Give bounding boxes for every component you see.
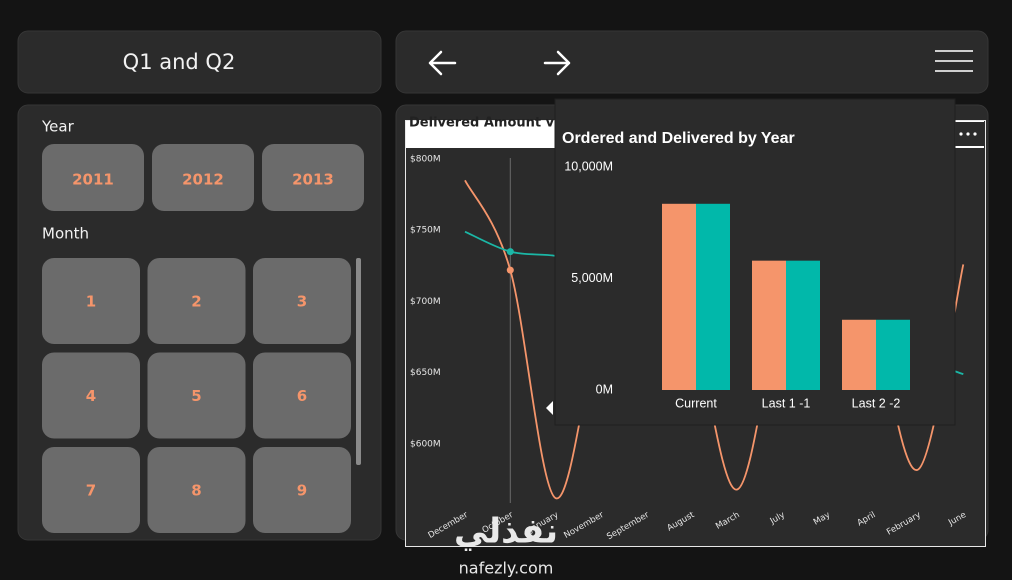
month-button-bg xyxy=(42,352,140,439)
month-button-bg xyxy=(253,447,351,533)
month-button[interactable]: 8 xyxy=(147,447,246,533)
month-button-label: 5 xyxy=(191,387,201,405)
month-button-bg xyxy=(42,258,140,344)
bar xyxy=(876,319,910,390)
tooltip-pointer xyxy=(546,401,553,415)
month-button-label: 7 xyxy=(86,482,96,500)
menu-button[interactable] xyxy=(935,50,973,72)
bar-chart-title: Ordered and Delivered by Year xyxy=(562,130,795,147)
year-label: Year xyxy=(41,118,75,136)
month-button[interactable]: 1 xyxy=(42,258,140,344)
y-tick-label: $650M xyxy=(410,368,441,378)
month-button-label: 4 xyxy=(86,387,96,405)
year-button[interactable]: 2011 xyxy=(42,144,144,211)
x-tick-label: Last 1 -1 xyxy=(762,396,811,410)
y-tick-label: 10,000M xyxy=(564,159,613,173)
line-chart-title: Delivered Amount vs xyxy=(409,116,562,131)
month-button-label: 9 xyxy=(297,482,307,500)
bar xyxy=(752,260,786,390)
page-title: Q1 and Q2 xyxy=(123,50,236,74)
year-button-bg xyxy=(152,144,254,211)
month-button[interactable]: 7 xyxy=(42,447,140,533)
month-button-label: 1 xyxy=(86,293,96,311)
y-tick-label: $750M xyxy=(410,226,441,236)
bar xyxy=(662,203,696,390)
month-button[interactable]: 6 xyxy=(253,352,351,439)
year-button-bg xyxy=(42,144,144,211)
month-button-bg xyxy=(147,352,246,439)
year-button[interactable]: 2013 xyxy=(262,144,364,211)
month-button-label: 2 xyxy=(191,293,201,311)
watermark-url: nafezly.com xyxy=(459,559,554,578)
month-button-label: 8 xyxy=(191,482,201,500)
back-button[interactable] xyxy=(428,50,457,76)
x-tick-label: Current xyxy=(675,396,717,410)
scrollbar[interactable] xyxy=(356,258,361,465)
watermark-brand: نفذلي xyxy=(454,512,558,552)
bar xyxy=(842,319,876,390)
month-button-label: 6 xyxy=(297,387,307,405)
bar xyxy=(696,203,730,390)
month-button[interactable]: 3 xyxy=(253,258,351,344)
month-button-label: 3 xyxy=(297,293,307,311)
nav-panel xyxy=(395,30,989,94)
y-tick-label: 5,000M xyxy=(571,271,613,285)
month-button[interactable]: 5 xyxy=(147,352,246,439)
y-tick-label: $600M xyxy=(410,439,441,449)
bar xyxy=(786,260,820,390)
month-button-bg xyxy=(147,258,246,344)
forward-button[interactable] xyxy=(543,50,571,76)
month-button[interactable]: 2 xyxy=(147,258,246,344)
title-panel xyxy=(17,30,382,94)
hover-point xyxy=(506,248,514,256)
month-button-bg xyxy=(253,352,351,439)
month-label: Month xyxy=(42,225,89,243)
year-button[interactable]: 2012 xyxy=(152,144,254,211)
y-tick-label: $800M xyxy=(410,154,441,164)
y-tick-label: $700M xyxy=(410,297,441,307)
more-options[interactable] xyxy=(955,122,985,146)
hover-point xyxy=(506,266,514,274)
year-button-label: 2012 xyxy=(182,171,224,189)
year-button-bg xyxy=(262,144,364,211)
month-button[interactable]: 4 xyxy=(42,352,140,439)
year-button-label: 2013 xyxy=(292,171,334,189)
month-button-bg xyxy=(147,447,246,533)
month-button-bg xyxy=(253,258,351,344)
x-tick-label: Last 2 -2 xyxy=(852,396,901,410)
year-button-label: 2011 xyxy=(72,171,114,189)
month-button-bg xyxy=(42,447,140,533)
y-tick-label: 0M xyxy=(596,382,613,396)
month-button[interactable]: 9 xyxy=(253,447,351,533)
